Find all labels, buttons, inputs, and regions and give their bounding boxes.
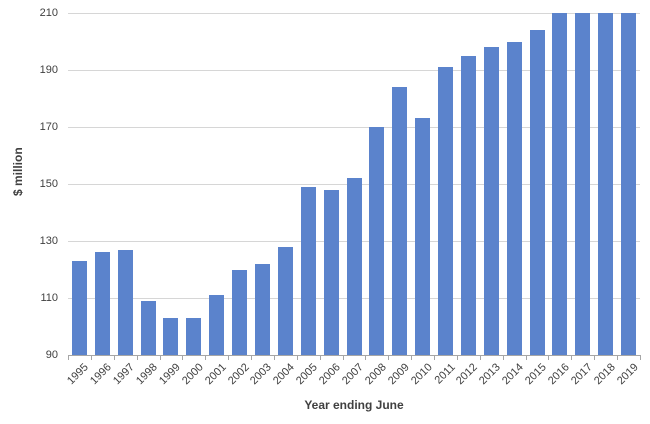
bar-2018 (598, 13, 614, 355)
axis-tick (640, 356, 641, 360)
x-tick-label: 2014 (500, 361, 526, 388)
x-tick-label: 2003 (248, 361, 275, 388)
x-tick-label: 2018 (591, 361, 618, 388)
x-tick-label: 2011 (432, 361, 458, 387)
bar-1996 (94, 252, 110, 355)
x-tick-label: 2008 (362, 361, 389, 388)
axis-tick (388, 356, 389, 360)
bar-2014 (506, 41, 522, 355)
axis-tick (457, 356, 458, 360)
axis-tick (68, 356, 69, 360)
bar-2007 (346, 178, 362, 355)
x-tick-label: 2006 (317, 361, 343, 388)
axis-tick (503, 356, 504, 360)
bar-2015 (529, 30, 545, 355)
bar-2008 (369, 127, 385, 355)
bar-1998 (140, 300, 156, 355)
x-tick-label: 2012 (454, 361, 481, 388)
bar-1995 (71, 260, 87, 355)
axis-tick (343, 356, 344, 360)
axis-tick (365, 356, 366, 360)
y-tick-label: 130 (39, 235, 58, 247)
x-tick-label: 1998 (134, 361, 160, 388)
axis-tick (251, 356, 252, 360)
axis-tick (571, 356, 572, 360)
bar-2005 (300, 186, 316, 355)
axis-tick (182, 356, 183, 360)
x-tick-label: 2013 (477, 361, 504, 388)
axis-tick (160, 356, 161, 360)
bar-2001 (209, 295, 225, 355)
bar-2006 (323, 189, 339, 355)
x-tick-label: 2015 (523, 361, 549, 388)
x-tick-label: 2009 (385, 361, 412, 388)
x-tick-label: 2016 (545, 361, 572, 388)
x-tick-label: 2017 (568, 361, 595, 388)
bar-2016 (552, 13, 568, 355)
x-axis-line (68, 355, 641, 356)
axis-tick (480, 356, 481, 360)
x-tick-label: 2004 (271, 361, 298, 388)
x-tick-label: 2005 (294, 361, 321, 388)
y-tick-label: 150 (39, 178, 58, 190)
axis-tick (617, 356, 618, 360)
bar-2013 (483, 47, 499, 355)
x-tick-label: 2019 (614, 361, 641, 388)
bar-2009 (392, 87, 408, 355)
x-tick-label: 2002 (225, 361, 252, 388)
x-tick-label: 2007 (339, 361, 366, 388)
x-tick-label: 1995 (65, 361, 92, 388)
y-tick-label: 190 (39, 64, 58, 76)
axis-tick (411, 356, 412, 360)
y-tick-label: 170 (39, 121, 58, 133)
y-axis-title: $ million (11, 147, 25, 196)
bar-1999 (163, 317, 179, 355)
axis-tick (297, 356, 298, 360)
bar-2011 (438, 67, 454, 355)
y-tick-label: 90 (45, 349, 58, 361)
y-tick-label: 110 (40, 292, 58, 304)
axis-tick (205, 356, 206, 360)
bar-2003 (254, 263, 270, 355)
x-axis-title: Year ending June (304, 398, 404, 412)
axis-tick (548, 356, 549, 360)
axis-tick (434, 356, 435, 360)
bar-1997 (117, 249, 133, 355)
x-tick-label: 2000 (179, 361, 206, 388)
bar-2002 (232, 269, 248, 355)
bar-2017 (575, 13, 591, 355)
bar-2019 (621, 13, 637, 355)
bar-2010 (415, 118, 431, 355)
axis-tick (320, 356, 321, 360)
axis-tick (228, 356, 229, 360)
x-tick-label: 2010 (408, 361, 435, 388)
axis-tick (274, 356, 275, 360)
bar-2012 (460, 55, 476, 355)
gridline (68, 127, 640, 128)
x-tick-label: 2001 (202, 361, 229, 388)
gridline (68, 13, 640, 14)
x-tick-label: 1996 (88, 361, 115, 388)
gridline (68, 70, 640, 71)
axis-tick (137, 356, 138, 360)
y-tick-label: 210 (39, 7, 58, 19)
bar-2000 (186, 317, 202, 355)
plot-area (68, 13, 640, 355)
axis-tick (91, 356, 92, 360)
axis-tick (526, 356, 527, 360)
x-tick-label: 1997 (111, 361, 137, 388)
axis-tick (594, 356, 595, 360)
bar-2004 (277, 246, 293, 355)
axis-tick (114, 356, 115, 360)
x-tick-label: 1999 (156, 361, 183, 388)
